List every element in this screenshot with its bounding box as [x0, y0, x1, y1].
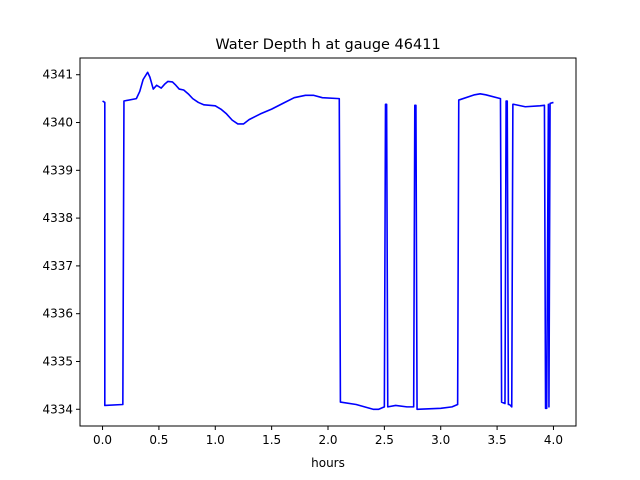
x-axis-label: hours [311, 456, 345, 470]
x-tick-label: 4.0 [544, 433, 563, 447]
x-tick-label: 3.5 [488, 433, 507, 447]
y-tick-label: 4340 [42, 116, 73, 130]
x-tick-label: 1.5 [262, 433, 281, 447]
y-tick-label: 4337 [42, 259, 73, 273]
x-tick-label: 3.0 [431, 433, 450, 447]
chart-title: Water Depth h at gauge 46411 [215, 37, 440, 53]
plot-frame [79, 57, 577, 427]
y-tick-label: 4341 [42, 68, 73, 82]
y-tick-label: 4335 [42, 354, 73, 368]
x-tick-label: 2.0 [318, 433, 337, 447]
x-tick-label: 0.0 [93, 433, 112, 447]
x-axis: 0.0 0.5 1.0 1.5 2.0 2.5 3.0 3.5 4.0 [93, 426, 563, 447]
plot-area [102, 71, 554, 411]
series-line-0 [102, 71, 554, 411]
y-axis: 4334 4335 4336 4337 4338 4339 4340 4341 [42, 68, 80, 416]
x-tick-label: 2.5 [375, 433, 394, 447]
y-tick-label: 4336 [42, 307, 73, 321]
y-tick-label: 4334 [42, 402, 73, 416]
x-tick-label: 1.0 [206, 433, 225, 447]
x-tick-label: 0.5 [149, 433, 168, 447]
y-tick-label: 4338 [42, 211, 73, 225]
y-tick-label: 4339 [42, 163, 73, 177]
